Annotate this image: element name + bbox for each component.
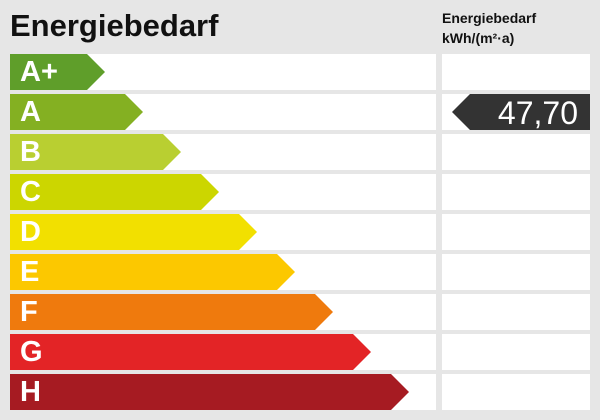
class-bar: F [10, 294, 333, 330]
value-cell [442, 294, 590, 330]
class-label: A [20, 96, 41, 128]
page-title: Energiebedarf [10, 8, 219, 43]
value-cell [442, 54, 590, 90]
class-row-E: E [10, 254, 436, 290]
class-row-A+: A+ [10, 54, 436, 90]
class-bar: H [10, 374, 409, 410]
class-label: E [20, 256, 40, 288]
class-bar: G [10, 334, 371, 370]
class-label: D [20, 216, 41, 248]
class-bar: E [10, 254, 295, 290]
unit-label: Energiebedarf [442, 10, 537, 26]
value-cell [442, 334, 590, 370]
class-bar: C [10, 174, 219, 210]
class-bar: D [10, 214, 257, 250]
class-label: H [20, 376, 41, 408]
unit-header: Energiebedarf kWh/(m²·a) [442, 8, 536, 48]
class-row-D: D [10, 214, 436, 250]
class-label: C [20, 176, 41, 208]
class-row-B: B [10, 134, 436, 170]
class-row-C: C [10, 174, 436, 210]
class-label: G [20, 336, 43, 368]
value-cell [442, 174, 590, 210]
value-cell [442, 214, 590, 250]
class-bar: A [10, 94, 143, 130]
class-bar: A+ [10, 54, 105, 90]
value-indicator: 47,70 [452, 94, 590, 130]
indicator-value: 47,70 [497, 95, 578, 131]
class-bar: B [10, 134, 181, 170]
value-cell [442, 254, 590, 290]
class-row-A: A [10, 94, 436, 130]
class-row-H: H [10, 374, 436, 410]
value-cell [442, 374, 590, 410]
unit-value: kWh/(m²·a) [442, 30, 515, 46]
value-cell [442, 134, 590, 170]
class-row-G: G [10, 334, 436, 370]
class-row-F: F [10, 294, 436, 330]
class-label: B [20, 136, 41, 168]
class-label: A+ [20, 56, 58, 88]
class-label: F [20, 296, 38, 328]
